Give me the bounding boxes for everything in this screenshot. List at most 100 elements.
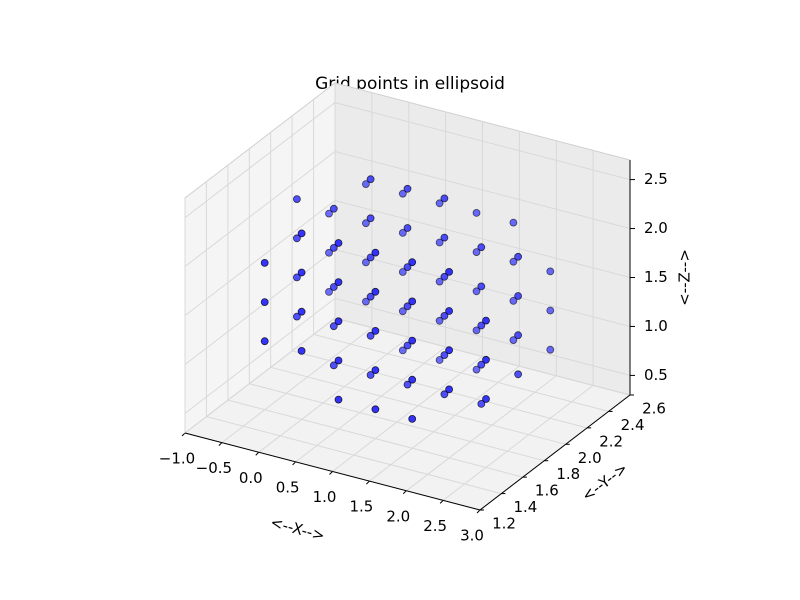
y-grid-line xyxy=(270,132,566,445)
point xyxy=(334,395,343,404)
y-grid-line xyxy=(227,165,524,478)
x-tick-label: 0.0 xyxy=(239,469,263,487)
point xyxy=(514,370,522,379)
point xyxy=(477,282,486,291)
z-tick-label: 1.0 xyxy=(644,317,668,335)
x-tick-mark xyxy=(476,509,481,514)
point xyxy=(435,316,444,325)
x-tick-label: −1.0 xyxy=(159,450,195,468)
point xyxy=(546,345,555,354)
point xyxy=(297,268,306,277)
point xyxy=(546,306,555,315)
point xyxy=(329,361,338,370)
point xyxy=(472,287,481,296)
point xyxy=(366,253,375,262)
x-tick-mark xyxy=(366,480,370,485)
point xyxy=(477,360,486,369)
point xyxy=(440,390,449,399)
point xyxy=(403,302,412,311)
point xyxy=(445,307,454,315)
point xyxy=(408,375,417,384)
x-axis-line xyxy=(184,432,481,511)
point xyxy=(371,405,380,414)
point xyxy=(440,272,449,281)
point xyxy=(297,307,306,316)
point xyxy=(403,184,412,193)
z-tick-label: 2.5 xyxy=(644,170,668,188)
point xyxy=(371,366,380,375)
point xyxy=(325,209,333,218)
z-tick-label: 1.5 xyxy=(644,268,668,286)
point xyxy=(366,371,375,379)
point xyxy=(329,243,338,252)
point xyxy=(329,283,338,291)
point xyxy=(445,346,454,355)
y-tick-label: 2.2 xyxy=(599,432,623,450)
point xyxy=(482,395,490,403)
point xyxy=(472,208,481,217)
point xyxy=(477,399,486,408)
x-tick-label: 2.5 xyxy=(423,517,447,535)
point xyxy=(440,233,449,242)
z-grid-line xyxy=(184,297,631,414)
y-tick-label: 2.6 xyxy=(642,400,666,418)
point xyxy=(435,238,444,247)
point xyxy=(361,219,370,228)
point xyxy=(292,312,301,321)
point xyxy=(371,326,380,335)
point xyxy=(477,321,486,330)
x-tick-label: 0.5 xyxy=(276,478,300,496)
point xyxy=(334,356,343,365)
point xyxy=(477,243,486,252)
y-grid-line xyxy=(334,83,631,396)
point xyxy=(408,297,417,306)
z-axis-label: <--Z--> xyxy=(676,249,694,306)
point xyxy=(334,317,343,326)
point xyxy=(472,365,481,374)
point xyxy=(371,248,380,257)
x-tick-mark xyxy=(402,490,407,495)
point xyxy=(403,224,412,232)
point xyxy=(260,298,269,307)
point xyxy=(292,195,301,204)
point xyxy=(435,277,444,286)
point xyxy=(334,278,343,287)
x-tick-label: 2.0 xyxy=(386,507,410,525)
point xyxy=(366,214,375,223)
point xyxy=(361,297,370,306)
point xyxy=(366,292,375,301)
chart-title: Grid points in ellipsoid xyxy=(315,74,505,94)
x-tick-mark xyxy=(181,432,186,437)
y-tick-label: 1.8 xyxy=(556,465,580,483)
point xyxy=(398,346,407,355)
point xyxy=(297,346,306,355)
y-grid-line xyxy=(313,99,609,412)
z-grid-line xyxy=(184,199,631,316)
point xyxy=(435,356,444,364)
point xyxy=(440,194,449,203)
y-tick-label: 1.4 xyxy=(513,498,537,516)
point xyxy=(403,263,412,272)
point xyxy=(292,234,301,243)
point xyxy=(329,322,338,331)
point xyxy=(260,258,269,267)
point xyxy=(472,326,481,335)
x-tick-label: 3.0 xyxy=(460,527,484,545)
point xyxy=(325,248,333,257)
y-grid-line xyxy=(248,148,545,462)
x-tick-mark xyxy=(218,442,223,446)
point xyxy=(329,204,338,213)
point xyxy=(398,189,407,198)
point xyxy=(325,287,333,296)
z-tick-label: 2.0 xyxy=(644,219,668,237)
x-tick-label: 1.5 xyxy=(349,498,373,516)
point xyxy=(403,341,412,350)
point xyxy=(408,258,417,267)
point xyxy=(408,414,417,423)
x-tick-label: −0.5 xyxy=(196,459,232,477)
point xyxy=(334,239,343,247)
point xyxy=(482,355,490,364)
y-grid-line xyxy=(205,181,502,495)
point xyxy=(371,287,380,296)
